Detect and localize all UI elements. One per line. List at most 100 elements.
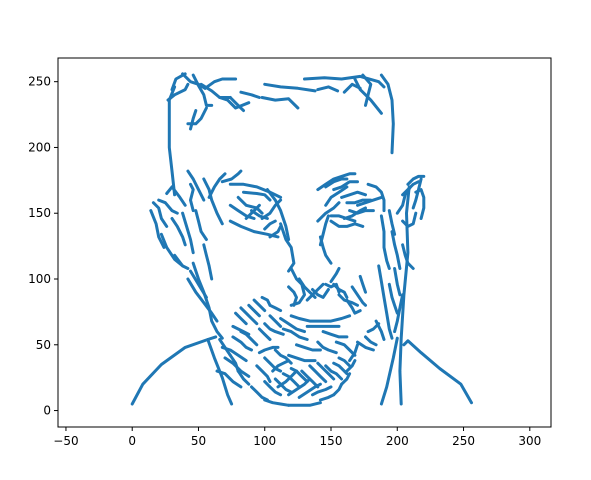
line-series-120 <box>252 298 267 313</box>
line-series-38 <box>189 269 208 299</box>
line-series-39 <box>202 243 214 281</box>
line-series-11 <box>263 82 317 93</box>
line-series-51 <box>263 219 277 231</box>
line-series-2 <box>379 73 395 155</box>
y-tick-label: 200 <box>28 140 51 154</box>
line-series-144 <box>316 361 336 381</box>
line-series-93 <box>387 282 399 315</box>
line-series-64 <box>345 298 362 315</box>
line-series-106 <box>263 398 291 407</box>
line-series-75 <box>345 198 373 205</box>
line-series-55 <box>289 267 306 307</box>
line-series-145 <box>324 364 344 381</box>
line-series-87 <box>401 180 420 197</box>
line-series-42 <box>220 169 243 184</box>
x-tick-label: 300 <box>518 434 541 448</box>
x-tick-label: 250 <box>452 434 475 448</box>
line-series-132 <box>316 340 338 355</box>
line-series-46 <box>228 203 256 220</box>
line-series-148 <box>276 369 298 389</box>
line-series-77 <box>329 214 357 223</box>
line-series-17 <box>203 77 238 90</box>
line-series-76 <box>348 209 375 215</box>
line-series-74 <box>340 190 367 199</box>
line-series-61 <box>329 267 341 284</box>
line-series-117 <box>234 311 248 326</box>
line-series-41 <box>207 172 227 199</box>
line-series-68 <box>318 214 330 247</box>
line-series-121 <box>260 295 272 307</box>
line-series-3 <box>402 339 473 405</box>
line-series-138 <box>263 380 283 397</box>
line-series-94 <box>393 293 405 334</box>
line-series-66 <box>358 274 367 294</box>
line-series-80 <box>356 195 383 207</box>
line-series-7 <box>303 74 386 89</box>
line-series-118 <box>239 306 259 326</box>
x-tick-label: 100 <box>253 434 276 448</box>
line-series-78 <box>329 219 365 228</box>
line-series-30 <box>173 253 190 270</box>
line-series-101 <box>345 359 357 373</box>
line-series-53 <box>265 188 291 241</box>
line-series-72 <box>324 177 349 189</box>
line-series-43 <box>228 182 283 199</box>
line-series-86 <box>401 211 418 228</box>
line-series-73 <box>332 180 359 192</box>
line-series-89 <box>406 174 426 186</box>
x-tick-label: −50 <box>53 434 78 448</box>
line-series-97 <box>366 322 381 334</box>
line-series-9 <box>342 82 362 94</box>
line-series-31 <box>170 217 187 247</box>
line-series-112 <box>223 356 251 378</box>
line-series-134 <box>287 353 317 363</box>
line-series-19 <box>191 73 214 107</box>
line-series-69 <box>316 201 341 223</box>
y-tick-label: 100 <box>28 272 51 286</box>
line-series-127 <box>281 327 309 341</box>
line-series-103 <box>332 382 344 397</box>
line-series-104 <box>318 393 336 402</box>
line-series-1 <box>206 338 234 406</box>
line-series-62 <box>332 282 349 299</box>
line-series-21 <box>189 109 198 131</box>
line-series-56 <box>287 285 298 307</box>
line-series-92 <box>393 267 402 297</box>
line-series-84 <box>387 209 397 236</box>
line-series-91 <box>401 243 415 270</box>
line-series-152 <box>271 359 291 373</box>
line-series-90 <box>414 188 426 220</box>
x-tick-label: 50 <box>191 434 206 448</box>
y-tick-label: 50 <box>36 338 51 352</box>
line-series-131 <box>334 340 357 357</box>
line-series-128 <box>289 314 352 323</box>
line-series-149 <box>287 377 312 397</box>
line-series-108 <box>236 369 251 386</box>
line-series-98 <box>364 335 378 347</box>
y-tick-label: 250 <box>28 75 51 89</box>
line-series-35 <box>194 209 208 241</box>
line-series-44 <box>242 190 272 202</box>
line-series-81 <box>366 182 386 213</box>
line-series-150 <box>297 382 322 399</box>
line-series-147 <box>337 356 352 368</box>
line-series-140 <box>281 372 301 389</box>
x-tick-label: 0 <box>128 434 136 448</box>
line-series-79 <box>342 206 367 220</box>
plot-area <box>130 72 473 407</box>
line-series-54 <box>279 222 296 273</box>
line-series-26 <box>157 198 179 215</box>
line-series-82 <box>379 214 391 270</box>
line-series-151 <box>311 385 333 397</box>
line-series-130 <box>321 330 349 339</box>
line-series-5 <box>379 336 399 406</box>
line-series-133 <box>295 343 322 352</box>
line-series-125 <box>263 322 285 336</box>
line-series-40 <box>202 177 224 226</box>
line-series-116 <box>231 324 251 336</box>
line-series-59 <box>311 288 330 299</box>
line-series-33 <box>189 182 195 213</box>
axes-frame <box>57 57 552 428</box>
